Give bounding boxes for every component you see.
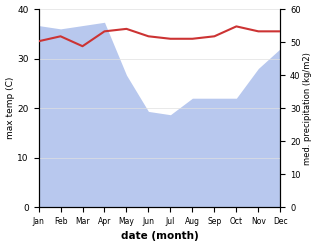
Y-axis label: med. precipitation (kg/m2): med. precipitation (kg/m2) bbox=[303, 52, 313, 165]
Y-axis label: max temp (C): max temp (C) bbox=[5, 77, 15, 139]
X-axis label: date (month): date (month) bbox=[121, 231, 198, 242]
